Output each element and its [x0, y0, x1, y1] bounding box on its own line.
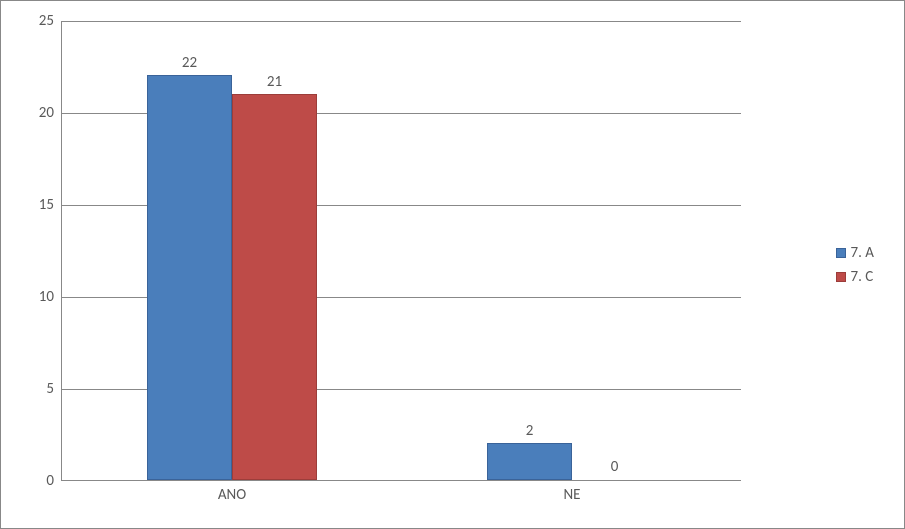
- y-tick-label: 15: [24, 196, 54, 214]
- chart-container: 0510152025ANO2221NE20 7. A7. C: [0, 0, 905, 529]
- legend-label: 7. C: [851, 268, 874, 286]
- y-tick-label: 10: [24, 288, 54, 306]
- legend-item: 7. C: [836, 268, 874, 286]
- legend-item: 7. A: [836, 244, 874, 262]
- bar: 2: [487, 443, 572, 480]
- legend-label: 7. A: [851, 244, 874, 262]
- y-tick-label: 5: [24, 380, 54, 398]
- plot-area: 0510152025ANO2221NE20: [61, 21, 741, 481]
- plot-wrapper: 0510152025ANO2221NE20: [61, 21, 741, 501]
- bar-value-label: 22: [182, 54, 197, 72]
- legend-swatch: [836, 272, 846, 282]
- bar-value-label: 21: [267, 73, 282, 91]
- bar: 22: [147, 75, 232, 480]
- legend-swatch: [836, 248, 846, 258]
- gridline: [62, 21, 741, 22]
- x-tick-label: NE: [563, 486, 580, 504]
- legend: 7. A 7. C: [836, 238, 874, 292]
- bar-value-label: 2: [526, 422, 534, 440]
- y-tick-label: 25: [24, 12, 54, 30]
- y-tick-label: 20: [24, 104, 54, 122]
- x-tick-label: ANO: [218, 486, 246, 504]
- y-tick-label: 0: [24, 472, 54, 490]
- bar: 21: [232, 94, 317, 480]
- bar-value-label: 0: [611, 458, 619, 476]
